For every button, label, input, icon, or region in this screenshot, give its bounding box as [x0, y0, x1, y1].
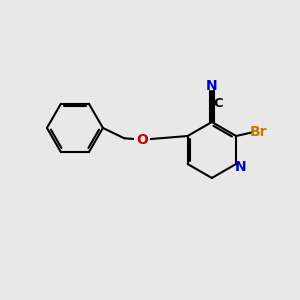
Text: C: C	[214, 97, 223, 110]
Text: O: O	[136, 133, 148, 147]
Text: Br: Br	[249, 125, 267, 139]
Text: N: N	[235, 160, 247, 174]
Text: N: N	[206, 79, 218, 93]
